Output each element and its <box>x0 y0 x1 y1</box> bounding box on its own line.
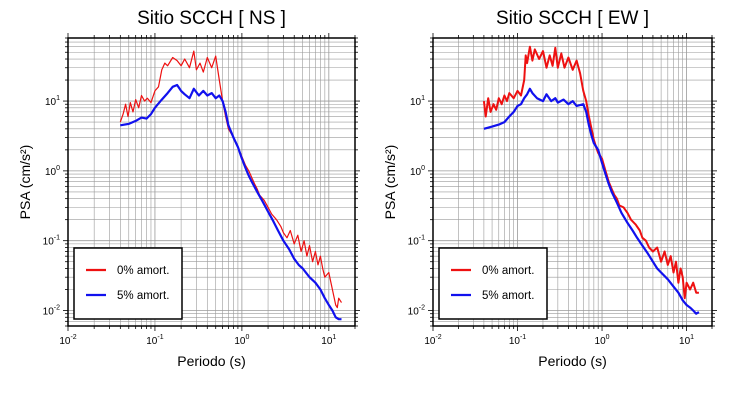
grid-lines <box>432 37 713 327</box>
series-line-5pct <box>120 83 342 321</box>
tick-marks <box>63 33 360 331</box>
y-axis-label: PSA (cm/s²) <box>382 145 398 220</box>
chart-title: Sitio SCCH [ NS ] <box>137 8 286 29</box>
y-tick-label: 101 <box>410 95 425 108</box>
series-line-5pct <box>483 87 700 315</box>
y-tick-label: 100 <box>45 165 60 178</box>
x-tick-label: 101 <box>321 334 336 347</box>
x-tick-label: 10-2 <box>424 334 441 347</box>
y-tick-label: 10-1 <box>408 235 425 248</box>
chart-title: Sitio SCCH [ EW ] <box>496 8 649 29</box>
legend-box <box>73 247 183 320</box>
x-axis-label: Periodo (s) <box>177 353 245 369</box>
y-axis-label: PSA (cm/s²) <box>17 145 33 220</box>
y-tick-label: 101 <box>45 95 60 108</box>
chart-panel-ns: Sitio SCCH [ NS ] 10-2 10-1 100 101 10-210-… <box>17 8 360 369</box>
legend: 0% amort. 5% amort. <box>73 247 183 320</box>
legend: 0% amort. 5% amort. <box>438 247 548 320</box>
x-tick-label: 10-1 <box>509 334 526 347</box>
x-tick-label: 10-1 <box>146 334 163 347</box>
y-tick-label: 100 <box>410 165 425 178</box>
y-tick-labels: 10-2 10-1 100 101 <box>408 95 425 317</box>
legend-box <box>438 247 548 320</box>
tick-marks <box>428 33 717 331</box>
x-tick-labels: 10-2 10-1 100 101 <box>59 334 336 347</box>
y-tick-label: 10-2 <box>43 305 60 318</box>
series-lines <box>119 50 343 321</box>
y-tick-label: 10-2 <box>408 305 425 318</box>
chart-panel-ew: Sitio SCCH [ EW ] 10-2 10-1 100 101 10-210-… <box>382 8 717 369</box>
x-tick-label: 10-2 <box>59 334 76 347</box>
legend-label-5pct: 5% amort. <box>482 290 534 302</box>
y-tick-label: 10-1 <box>43 235 60 248</box>
x-axis-label: Periodo (s) <box>538 353 606 369</box>
series-lines <box>482 45 700 315</box>
legend-label-5pct: 5% amort. <box>117 290 169 302</box>
legend-label-0pct: 0% amort. <box>482 265 534 277</box>
legend-label-0pct: 0% amort. <box>117 265 169 277</box>
x-tick-label: 101 <box>679 334 694 347</box>
y-tick-labels: 10-2 10-1 100 101 <box>43 95 60 317</box>
series-line-0pct <box>482 45 699 300</box>
x-tick-label: 100 <box>234 334 249 347</box>
x-tick-label: 100 <box>595 334 610 347</box>
x-tick-labels: 10-2 10-1 100 101 <box>424 334 694 347</box>
